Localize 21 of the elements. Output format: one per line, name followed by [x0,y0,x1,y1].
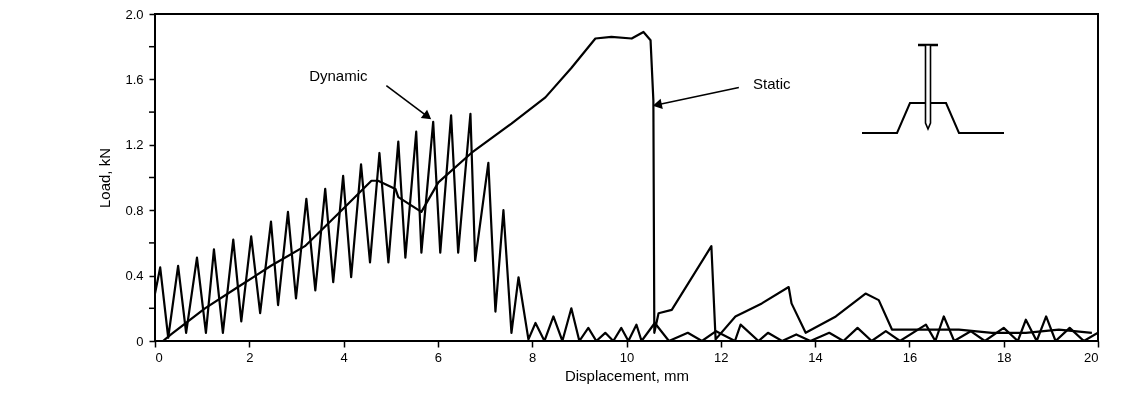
annotation: Dynamic [309,66,369,84]
x-tick-label: 8 [529,349,537,365]
y-tick-label: 0.8 [125,202,144,218]
x-tick-label: 2 [246,349,254,365]
annotation: Static [753,74,792,92]
y-axis-title: Load, kN [96,147,114,209]
y-tick-label: 2.0 [125,6,144,22]
x-tick-label: 20 [1084,349,1099,365]
x-tick-label: 10 [619,349,635,365]
x-tick-label: 18 [996,349,1012,365]
y-tick-label: 0 [136,333,144,349]
x-tick-label: 0 [155,349,163,365]
x-tick-label: 14 [808,349,823,365]
x-tick-label: 6 [434,349,443,365]
x-tick-label: 12 [714,349,729,365]
y-tick-label: 1.2 [125,137,144,153]
x-tick-label: 4 [340,349,348,365]
y-tick-label: 0.4 [125,268,144,284]
x-axis-title: Displacement, mm [564,366,690,384]
y-tick-label: 1.6 [125,71,144,87]
x-tick-label: 16 [902,349,918,365]
